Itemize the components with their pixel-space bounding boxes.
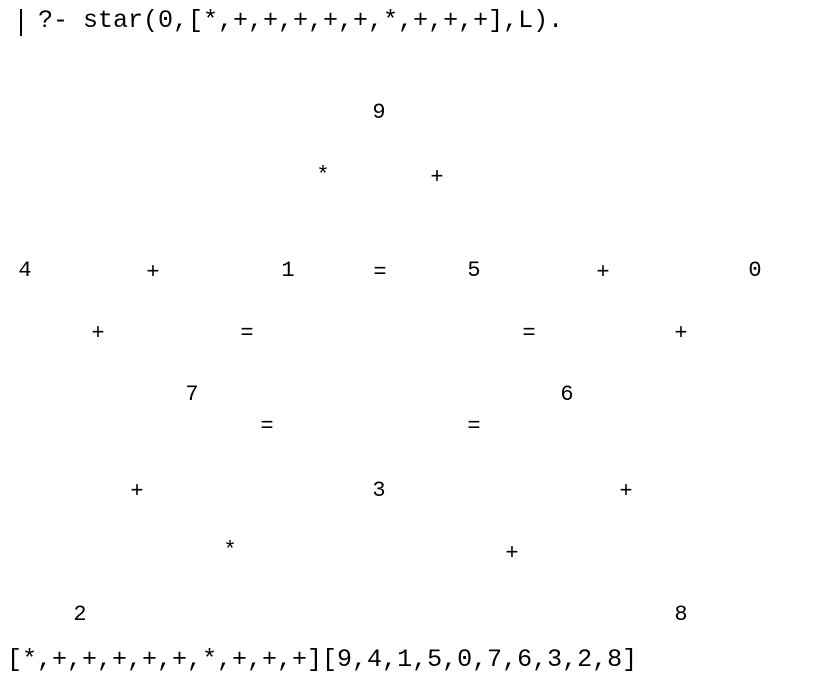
star-operator: * <box>223 538 237 563</box>
star-number: 4 <box>18 258 32 283</box>
star-operator: + <box>146 260 160 285</box>
star-number: 0 <box>748 258 762 283</box>
star-number: 1 <box>281 258 295 283</box>
star-number: 5 <box>467 258 481 283</box>
star-operator: + <box>91 321 105 346</box>
text-cursor <box>20 9 22 36</box>
result-line: [*,+,+,+,+,+,*,+,+,+][9,4,1,5,0,7,6,3,2,… <box>7 645 638 674</box>
star-number: 2 <box>73 602 87 627</box>
star-number: 8 <box>674 602 688 627</box>
query-line: ?- star(0,[*,+,+,+,+,+,*,+,+,+],L). <box>38 6 564 35</box>
star-number: 7 <box>185 382 199 407</box>
star-operator: = <box>373 260 387 285</box>
star-operator: + <box>130 479 144 504</box>
star-operator: + <box>619 479 633 504</box>
star-number: 9 <box>372 100 386 125</box>
star-operator: + <box>674 321 688 346</box>
star-operator: = <box>240 321 254 346</box>
star-operator: = <box>467 414 481 439</box>
star-operator: + <box>430 165 444 190</box>
star-number: 3 <box>372 478 386 503</box>
star-operator: = <box>522 321 536 346</box>
star-operator: = <box>260 414 274 439</box>
star-operator: + <box>505 541 519 566</box>
star-operator: + <box>596 260 610 285</box>
star-number: 6 <box>560 382 574 407</box>
star-operator: * <box>316 163 330 188</box>
